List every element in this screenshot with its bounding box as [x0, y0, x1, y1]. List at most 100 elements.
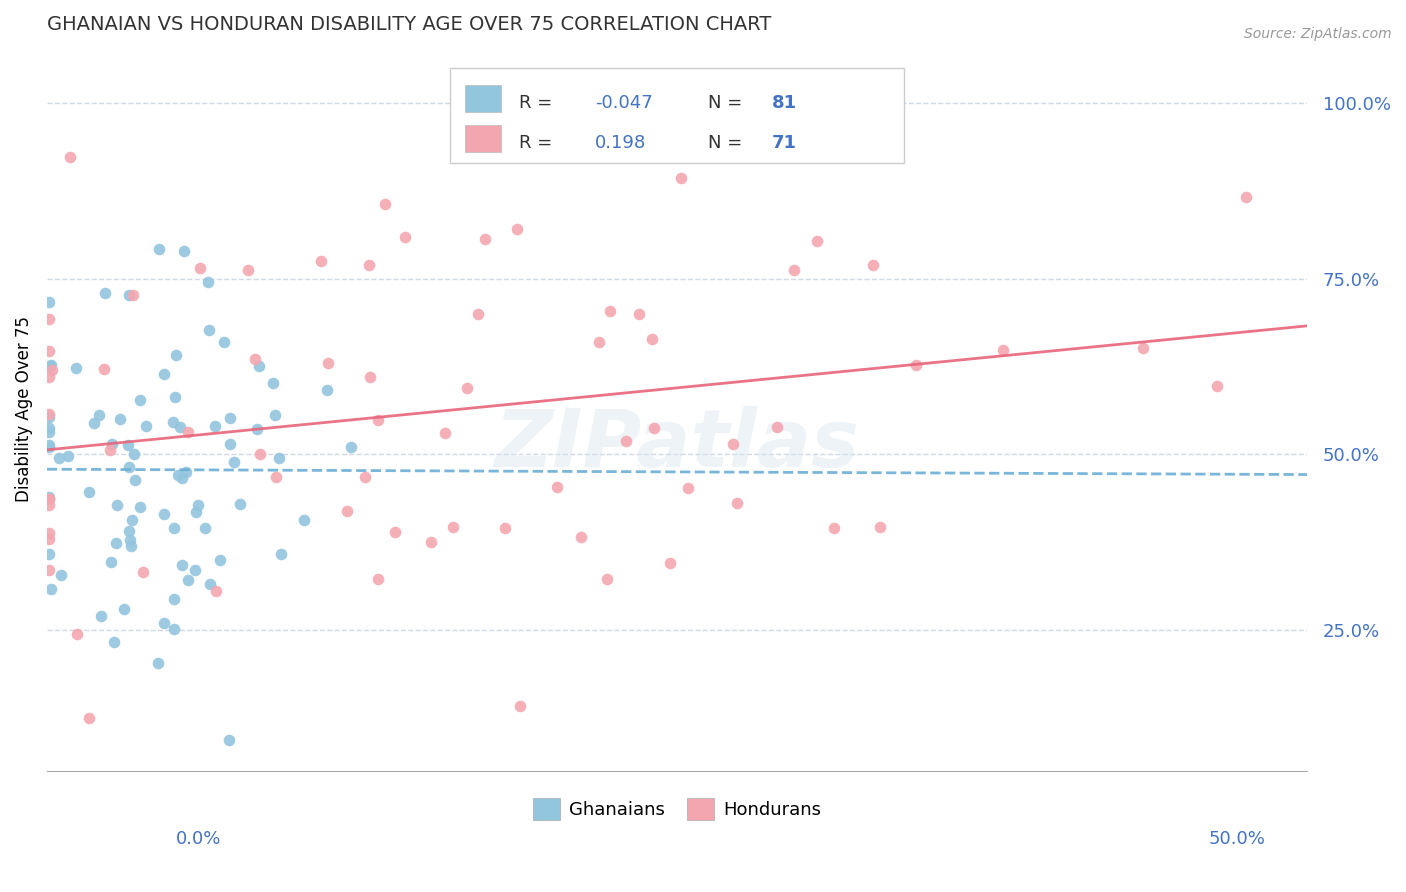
Point — [823, 521, 845, 535]
Point — [79, 484, 101, 499]
Point — [725, 495, 748, 509]
Point — [546, 480, 568, 494]
Point — [205, 584, 228, 599]
Point — [93, 362, 115, 376]
Point — [38, 294, 60, 309]
Point — [165, 347, 187, 361]
Point — [39, 582, 62, 597]
Point — [169, 420, 191, 434]
Point — [117, 438, 139, 452]
Point — [38, 311, 60, 326]
Point — [104, 535, 127, 549]
FancyBboxPatch shape — [465, 86, 501, 112]
Point — [194, 521, 217, 535]
Point — [132, 565, 155, 579]
Point — [188, 261, 211, 276]
Point — [77, 711, 100, 725]
Point — [991, 343, 1014, 358]
Point — [89, 408, 111, 422]
Point — [1234, 190, 1257, 204]
Point — [766, 420, 789, 434]
Point — [38, 440, 60, 454]
Text: Source: ZipAtlas.com: Source: ZipAtlas.com — [1244, 27, 1392, 41]
Point — [768, 138, 790, 153]
Point — [309, 254, 332, 268]
Point — [474, 232, 496, 246]
Point — [246, 422, 269, 436]
Point — [456, 381, 478, 395]
Point — [177, 425, 200, 440]
Point — [357, 258, 380, 272]
Point — [247, 359, 270, 373]
Point — [38, 533, 60, 547]
Point — [38, 498, 60, 512]
Point — [1205, 379, 1227, 393]
Point — [264, 408, 287, 422]
Point — [118, 533, 141, 547]
Point — [162, 415, 184, 429]
Text: 81: 81 — [772, 95, 797, 112]
Point — [614, 434, 637, 448]
Point — [212, 334, 235, 349]
Point — [128, 393, 150, 408]
Point — [98, 443, 121, 458]
Point — [38, 370, 60, 384]
Point — [118, 460, 141, 475]
Point — [49, 568, 72, 582]
Text: N =: N = — [709, 134, 748, 152]
Point — [174, 465, 197, 479]
Point — [433, 426, 456, 441]
Point — [172, 471, 194, 485]
Point — [243, 351, 266, 366]
Point — [38, 421, 60, 435]
Point — [588, 335, 610, 350]
Point — [862, 258, 884, 272]
Point — [39, 358, 62, 372]
Point — [869, 520, 891, 534]
Point — [187, 499, 209, 513]
Text: 50.0%: 50.0% — [1209, 830, 1265, 847]
Point — [394, 230, 416, 244]
Point — [676, 481, 699, 495]
Point — [571, 530, 593, 544]
Point — [806, 234, 828, 248]
Point — [359, 370, 381, 384]
Point — [100, 556, 122, 570]
Point — [340, 440, 363, 454]
Point — [292, 512, 315, 526]
Point — [184, 563, 207, 577]
Point — [219, 436, 242, 450]
Point — [163, 623, 186, 637]
Text: R =: R = — [519, 134, 558, 152]
Point — [367, 572, 389, 586]
Point — [59, 150, 82, 164]
Point — [39, 359, 62, 373]
Point — [204, 418, 226, 433]
Point — [1132, 341, 1154, 355]
Point — [467, 307, 489, 321]
Point — [384, 525, 406, 540]
Point — [163, 592, 186, 607]
Point — [367, 413, 389, 427]
Point — [83, 416, 105, 430]
Text: GHANAIAN VS HONDURAN DISABILITY AGE OVER 75 CORRELATION CHART: GHANAIAN VS HONDURAN DISABILITY AGE OVER… — [46, 15, 772, 34]
Point — [627, 307, 650, 321]
Point — [270, 547, 292, 561]
Point — [336, 504, 359, 518]
Point — [643, 420, 665, 434]
Point — [721, 437, 744, 451]
Point — [124, 473, 146, 487]
Point — [148, 657, 170, 671]
Point — [56, 449, 79, 463]
Point — [186, 505, 208, 519]
Point — [103, 635, 125, 649]
Point — [420, 534, 443, 549]
Point — [38, 425, 60, 439]
Point — [659, 557, 682, 571]
Point — [494, 521, 516, 535]
Point — [120, 539, 142, 553]
Point — [110, 412, 132, 426]
Point — [41, 363, 63, 377]
Point — [219, 411, 242, 425]
Point — [48, 451, 70, 466]
